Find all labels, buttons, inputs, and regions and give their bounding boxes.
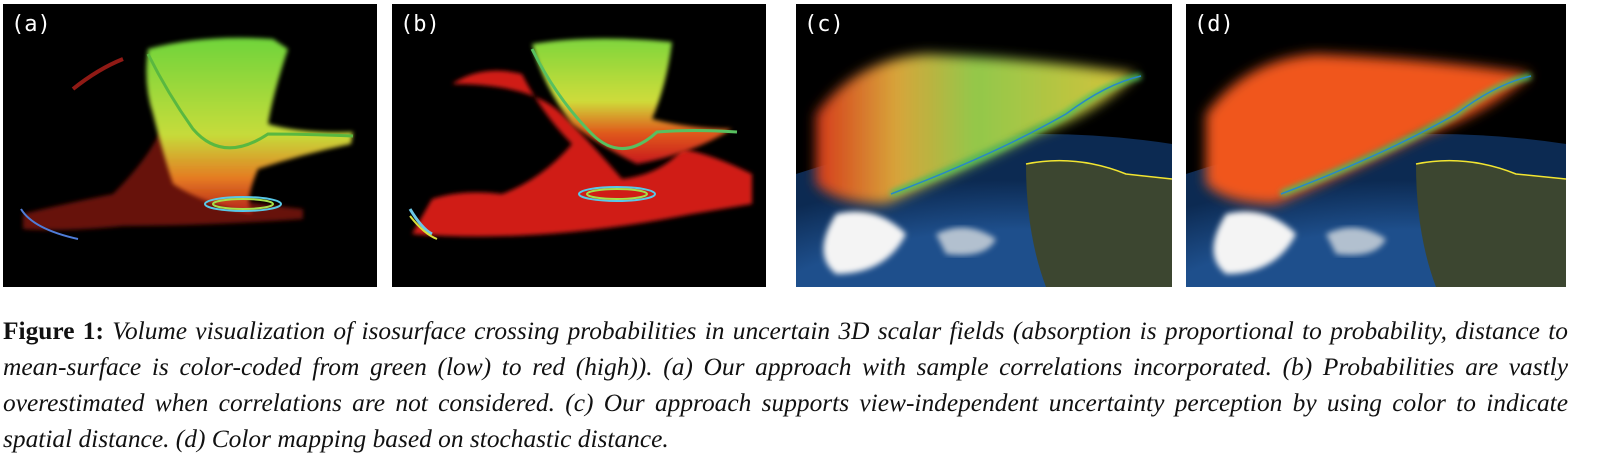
- caption-figure-number: Figure 1:: [3, 317, 104, 345]
- panel-b-label: (b): [400, 12, 440, 37]
- figure-caption: Figure 1: Volume visualization of isosur…: [3, 313, 1568, 457]
- panel-a-label: (a): [11, 12, 51, 37]
- panel-a-volume-rendering: [20, 37, 354, 240]
- panel-c-volume-rendering: [796, 54, 1172, 287]
- panel-c-label: (c): [804, 12, 844, 37]
- panel-b-image: (b): [392, 4, 766, 287]
- caption-text: Volume visualization of isosurface cross…: [3, 317, 1568, 453]
- panel-a-image: (a): [3, 4, 377, 287]
- panel-c-image: (c): [796, 4, 1172, 287]
- panel-d-label: (d): [1194, 12, 1234, 37]
- panel-b-volume-rendering: [408, 38, 752, 240]
- panel-d-image: (d): [1186, 4, 1566, 287]
- panel-d-volume-rendering: [1186, 54, 1566, 287]
